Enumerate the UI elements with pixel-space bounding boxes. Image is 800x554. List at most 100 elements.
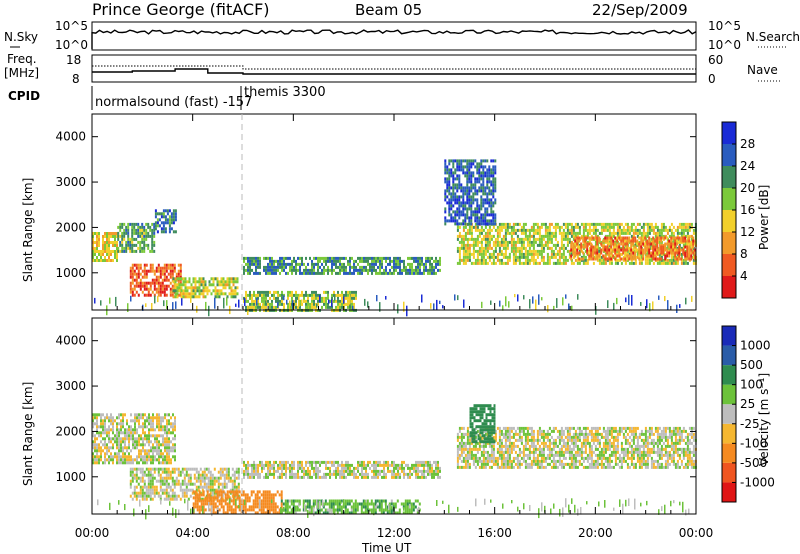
range-cell [108, 238, 110, 241]
range-cell [429, 262, 431, 266]
range-cell [100, 259, 102, 262]
range-cell [162, 437, 164, 441]
range-cell [138, 413, 140, 417]
range-cell [462, 222, 465, 226]
range-cell [157, 281, 160, 285]
range-cell [110, 241, 112, 244]
range-cell [272, 508, 275, 512]
range-cell [123, 237, 126, 241]
range-cell [163, 278, 166, 282]
range-cell [191, 488, 194, 492]
range-cell [686, 239, 689, 243]
range-cell [413, 256, 415, 260]
range-cell [660, 239, 663, 243]
range-cell [274, 511, 277, 515]
range-cell [154, 416, 156, 420]
range-cell [249, 296, 251, 300]
range-cell [566, 237, 569, 241]
range-cell [171, 269, 174, 273]
range-cell [116, 244, 118, 247]
range-cell [199, 497, 202, 501]
range-cell [526, 243, 529, 247]
range-cell [476, 213, 479, 217]
range-cell [684, 254, 687, 258]
range-cell [112, 455, 114, 459]
range-cell [127, 234, 130, 238]
range-cell [570, 234, 573, 238]
range-cell [158, 458, 160, 462]
range-cell [566, 228, 569, 232]
range-cell [202, 490, 205, 494]
range-cell [419, 262, 421, 266]
range-cell [536, 261, 539, 265]
range-cell [191, 467, 194, 471]
range-cell [279, 256, 281, 260]
range-cell [456, 249, 459, 253]
noise-sky-trace [91, 29, 697, 49]
range-cell [243, 259, 245, 263]
range-cell [584, 261, 587, 265]
range-cell [333, 256, 335, 260]
range-cell [544, 243, 547, 247]
range-cell [462, 219, 465, 223]
range-cell [166, 458, 168, 462]
range-cell [484, 201, 487, 205]
range-cell [514, 222, 517, 226]
range-cell [580, 222, 583, 226]
range-cell [488, 198, 491, 202]
range-cell [474, 207, 477, 211]
range-cell [266, 490, 269, 494]
range-cell [608, 242, 611, 246]
range-cell [212, 289, 215, 293]
range-cell [572, 255, 575, 259]
range-cell [199, 482, 202, 486]
range-cell [450, 168, 453, 172]
range-cell [512, 249, 515, 253]
range-cell [472, 213, 475, 217]
range-cell [343, 466, 345, 470]
range-cell [666, 258, 669, 262]
range-cell [293, 305, 295, 309]
range-cell [222, 286, 225, 290]
range-cell [654, 257, 657, 261]
range-cell [586, 231, 589, 235]
range-cell [133, 287, 136, 291]
range-cell [166, 218, 169, 222]
range-cell [100, 416, 102, 420]
range-cell [506, 240, 509, 244]
range-cell [313, 293, 315, 297]
range-cell [243, 256, 245, 260]
range-cell [267, 302, 269, 306]
range-cell [532, 296, 534, 304]
range-cell [634, 261, 637, 265]
range-cell [686, 228, 689, 232]
range-cell [345, 290, 347, 294]
range-cell [137, 234, 140, 238]
range-cell [176, 295, 179, 299]
range-cell [472, 162, 475, 166]
range-cell [317, 293, 319, 297]
range-cell [235, 470, 238, 474]
range-cell [162, 452, 164, 456]
range-cell [159, 284, 162, 288]
range-cell [560, 234, 563, 238]
range-cell [173, 482, 176, 486]
range-cell [506, 222, 509, 226]
range-cell [470, 213, 473, 217]
range-cell [478, 261, 481, 265]
range-cell [135, 281, 138, 285]
range-cell [267, 262, 269, 266]
range-cell [325, 466, 327, 470]
range-cell [123, 228, 126, 232]
range-cell [108, 235, 110, 238]
range-cell [431, 262, 433, 266]
range-cell [152, 452, 154, 456]
range-cell [468, 225, 471, 229]
range-cell [476, 225, 479, 229]
range-cell [626, 231, 629, 235]
range-cell [526, 258, 529, 262]
range-cell [476, 243, 479, 247]
beam-title: Beam 05 [355, 1, 422, 19]
range-cell [550, 249, 553, 253]
range-cell [129, 269, 132, 273]
